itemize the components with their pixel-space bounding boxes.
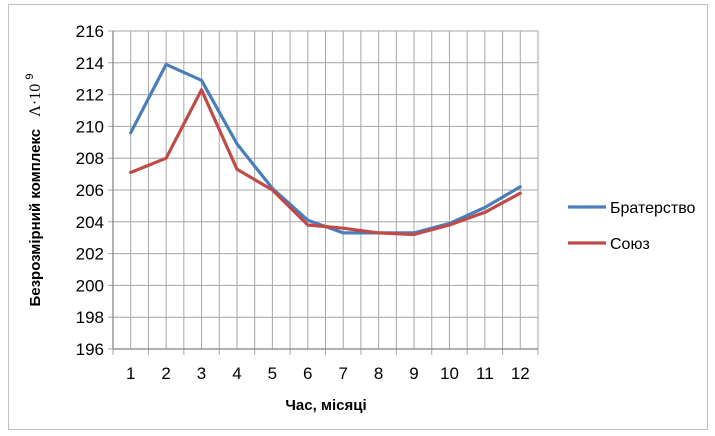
x-tick-label: 6: [303, 364, 312, 383]
y-axis-title-text: Безрозмірний комплекс: [27, 129, 44, 307]
x-tick-label: 12: [511, 364, 530, 383]
legend-label-2: Союз: [610, 236, 650, 253]
x-axis-title: Час, місяці: [285, 397, 366, 414]
x-tick-label: 1: [126, 364, 135, 383]
y-tick-label: 212: [76, 86, 104, 105]
y-axis-symbol: Λ·10: [27, 84, 44, 117]
legend-label-1: Братерство: [610, 200, 696, 217]
legend: Братерство Союз: [568, 200, 696, 253]
y-tick-labels: 196 198 200 202 204 206 208 210 212 214 216: [76, 22, 104, 359]
y-axis-exponent: 9: [24, 73, 36, 79]
svg-text:Безрозмірний комплекс Λ·: Безрозмірний комплекс Λ·10 9: [24, 73, 44, 306]
y-tick-label: 204: [76, 213, 104, 232]
y-tick-label: 210: [76, 117, 104, 136]
y-tick-label: 198: [76, 308, 104, 327]
y-tick-label: 206: [76, 181, 104, 200]
grid: [108, 30, 539, 355]
series-lines: [129, 62, 522, 237]
series-line-2: [129, 88, 522, 237]
y-axis-title: Безрозмірний комплекс Λ·10 9: [24, 73, 44, 306]
x-tick-label: 4: [232, 364, 241, 383]
y-tick-label: 196: [76, 340, 104, 359]
y-tick-label: 214: [76, 54, 104, 73]
y-tick-label: 208: [76, 149, 104, 168]
x-tick-label: 10: [440, 364, 459, 383]
x-tick-label: 3: [197, 364, 206, 383]
x-tick-label: 11: [476, 364, 494, 383]
x-tick-label: 9: [409, 364, 418, 383]
chart-frame: [8, 4, 708, 430]
x-tick-label: 2: [161, 364, 170, 383]
x-tick-label: 5: [268, 364, 277, 383]
y-tick-label: 202: [76, 245, 104, 264]
x-tick-label: 7: [338, 364, 347, 383]
y-tick-label: 200: [76, 276, 104, 295]
x-tick-labels: 1 2 3 4 5 6 7 8 9 10 11 12: [126, 364, 530, 383]
x-tick-label: 8: [374, 364, 383, 383]
y-tick-label: 216: [76, 22, 104, 41]
